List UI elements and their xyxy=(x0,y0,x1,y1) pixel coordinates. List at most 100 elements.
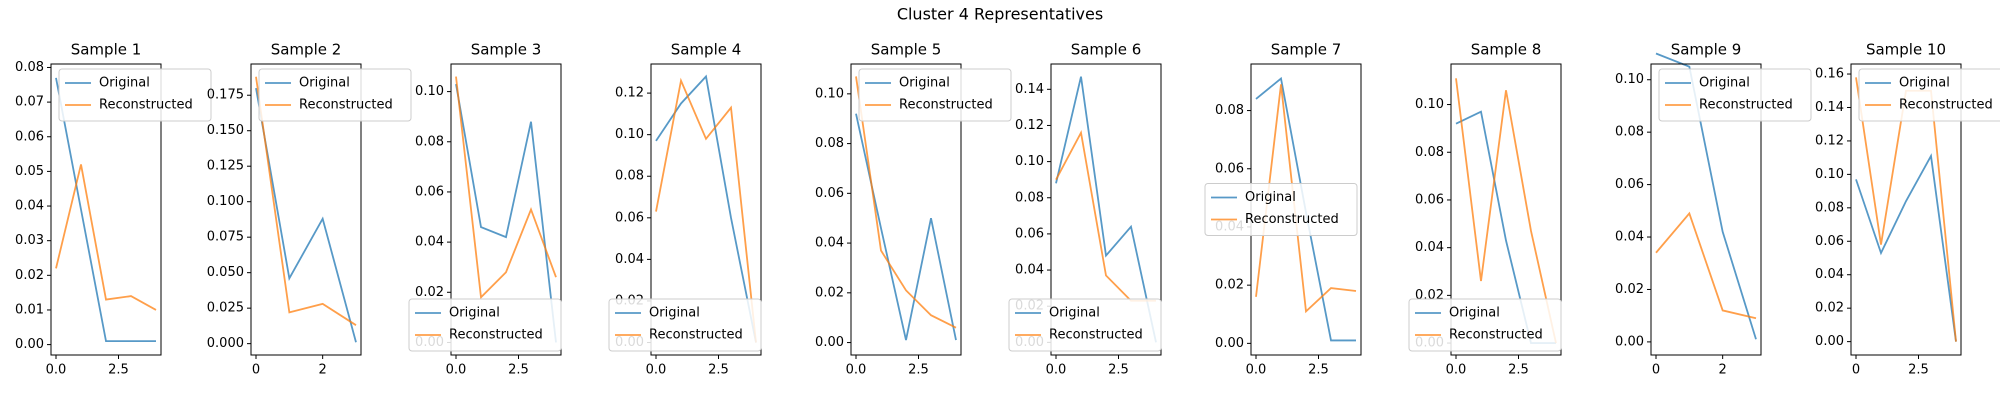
y-tick-label: 0.06 xyxy=(1815,234,1844,249)
legend-label: Original xyxy=(449,306,500,321)
y-tick-label: 0.125 xyxy=(207,159,244,174)
series-line xyxy=(455,83,557,343)
x-tick-label: 0.0 xyxy=(446,363,467,378)
y-tick-label: 0.08 xyxy=(1215,103,1244,118)
legend-box xyxy=(408,298,562,352)
x-tick-label: 0.0 xyxy=(1246,363,1267,378)
x-tick-label: 2.5 xyxy=(1308,363,1329,378)
legend: Original Reconstructed xyxy=(858,68,1012,122)
y-tick-label: 0.10 xyxy=(615,127,644,142)
legend-label: Reconstructed xyxy=(99,98,193,113)
y-tick-label: 0.00 xyxy=(815,335,844,350)
y-tick-label: 0.100 xyxy=(207,194,244,209)
x-tick-label: 2.5 xyxy=(508,363,529,378)
subplot-title: Sample 10 xyxy=(1866,41,1946,59)
subplot: Sample 2 0.000 0.025 0.050 0.075 0.100 0.125 0.… xyxy=(207,41,412,378)
y-tick-label: 0.00 xyxy=(1615,334,1644,349)
legend-label: Reconstructed xyxy=(299,98,393,113)
y-tick-label: 0.02 xyxy=(1615,282,1644,297)
x-tick-label: 0.0 xyxy=(46,363,67,378)
y-tick-label: 0.150 xyxy=(207,123,244,138)
subplot: Sample 30.000.020.040.060.080.100.02.5Or… xyxy=(408,41,562,378)
subplot-title: Sample 2 xyxy=(271,41,342,59)
legend-label: Original xyxy=(899,76,950,91)
legend-label: Reconstructed xyxy=(1449,328,1543,343)
axes-frame xyxy=(450,63,562,356)
series-line xyxy=(55,164,157,311)
legend-box xyxy=(1008,298,1162,352)
y-tick-label: 0.06 xyxy=(15,129,44,144)
legend-box xyxy=(258,68,412,122)
legend: Original Reconstructed xyxy=(1858,68,2000,122)
y-tick-label: 0.04 xyxy=(15,199,44,214)
y-tick-label: 0.04 xyxy=(1015,263,1044,278)
y-tick-label: 0.08 xyxy=(1015,190,1044,205)
y-tick-label: 0.10 xyxy=(1615,72,1644,87)
y-tick-label: 0.02 xyxy=(415,285,444,300)
x-tick-label: 2.5 xyxy=(1508,363,1529,378)
y-tick-label: 0.08 xyxy=(15,60,44,75)
axes-frame xyxy=(650,63,762,356)
x-tick-label: 2 xyxy=(319,363,327,378)
subplot-title: Sample 4 xyxy=(671,41,742,59)
y-tick-label: 0.04 xyxy=(1415,240,1444,255)
subplot: Sample 10 0.00 0.02 0.04 0.06 0.08 0.10 0.12 0.1… xyxy=(1815,41,2000,378)
y-tick-label: 0.10 xyxy=(1815,167,1844,182)
legend-box xyxy=(58,68,212,122)
x-tick-label: 2.5 xyxy=(1108,363,1129,378)
series-line xyxy=(655,77,757,343)
y-tick-label: 0.04 xyxy=(415,235,444,250)
y-tick-label: 0.14 xyxy=(1815,100,1844,115)
y-tick-label: 0.02 xyxy=(815,285,844,300)
series-line xyxy=(55,77,156,343)
axes-frame xyxy=(1050,63,1162,356)
legend-label: Original xyxy=(1449,306,1500,321)
subplot-title: Sample 6 xyxy=(1071,41,1142,59)
legend-box xyxy=(858,68,1012,122)
y-tick-label: 0.10 xyxy=(815,86,844,101)
legend: Original Reconstructed xyxy=(1008,298,1162,352)
y-tick-label: 0.06 xyxy=(415,184,444,199)
legend-label: Original xyxy=(649,306,700,321)
x-tick-label: 0.0 xyxy=(1046,363,1067,378)
axes-frame xyxy=(1450,63,1562,356)
legend: Original Reconstructed xyxy=(408,298,562,352)
axes-frame xyxy=(1850,63,1962,356)
x-tick-label: 0.0 xyxy=(846,363,867,378)
y-tick-label: 0.04 xyxy=(815,236,844,251)
y-tick-label: 0.14 xyxy=(1015,82,1044,97)
y-tick-label: 0.08 xyxy=(615,169,644,184)
y-tick-label: 0.00 xyxy=(1215,336,1244,351)
x-tick-label: 2.5 xyxy=(108,363,129,378)
y-tick-label: 0.12 xyxy=(615,86,644,101)
subplot: Sample 9 0.00 0.02 0.04 0.06 0.08 0.10 0 2 Origin… xyxy=(1615,41,1812,378)
legend: Original Reconstructed xyxy=(258,68,412,122)
y-tick-label: 0.06 xyxy=(1615,177,1644,192)
x-tick-label: 0 xyxy=(1852,363,1860,378)
y-tick-label: 0.02 xyxy=(15,268,44,283)
series-line xyxy=(1655,211,1757,320)
y-tick-label: 0.01 xyxy=(15,302,44,317)
subplot-title: Sample 8 xyxy=(1471,41,1542,59)
subplot-title: Sample 3 xyxy=(471,41,542,59)
y-tick-label: 0.06 xyxy=(1415,192,1444,207)
legend: Original Reconstructed xyxy=(58,68,212,122)
legend-label: Reconstructed xyxy=(1699,98,1793,113)
legend-label: Original xyxy=(1899,76,1950,91)
y-tick-label: 0.07 xyxy=(15,95,44,110)
y-tick-label: 0.02 xyxy=(1815,301,1844,316)
legend-box xyxy=(1658,68,1812,122)
y-tick-label: 0.10 xyxy=(1015,154,1044,169)
y-tick-label: 0.000 xyxy=(207,336,244,351)
subplot: Sample 40.000.020.040.060.080.100.120.02… xyxy=(608,41,762,378)
figure-title: Cluster 4 Representatives xyxy=(897,5,1103,24)
y-tick-label: 0.06 xyxy=(1215,161,1244,176)
legend: Original Reconstructed xyxy=(1204,183,1358,236)
y-tick-label: 0.04 xyxy=(1815,267,1844,282)
subplot: Sample 60.000.020.040.060.080.100.120.14… xyxy=(1008,41,1162,378)
y-tick-label: 0.04 xyxy=(1615,230,1644,245)
legend-label: Reconstructed xyxy=(1899,98,1993,113)
subplot-title: Sample 9 xyxy=(1671,41,1742,59)
legend-label: Reconstructed xyxy=(649,328,743,343)
y-tick-label: 0.08 xyxy=(815,136,844,151)
